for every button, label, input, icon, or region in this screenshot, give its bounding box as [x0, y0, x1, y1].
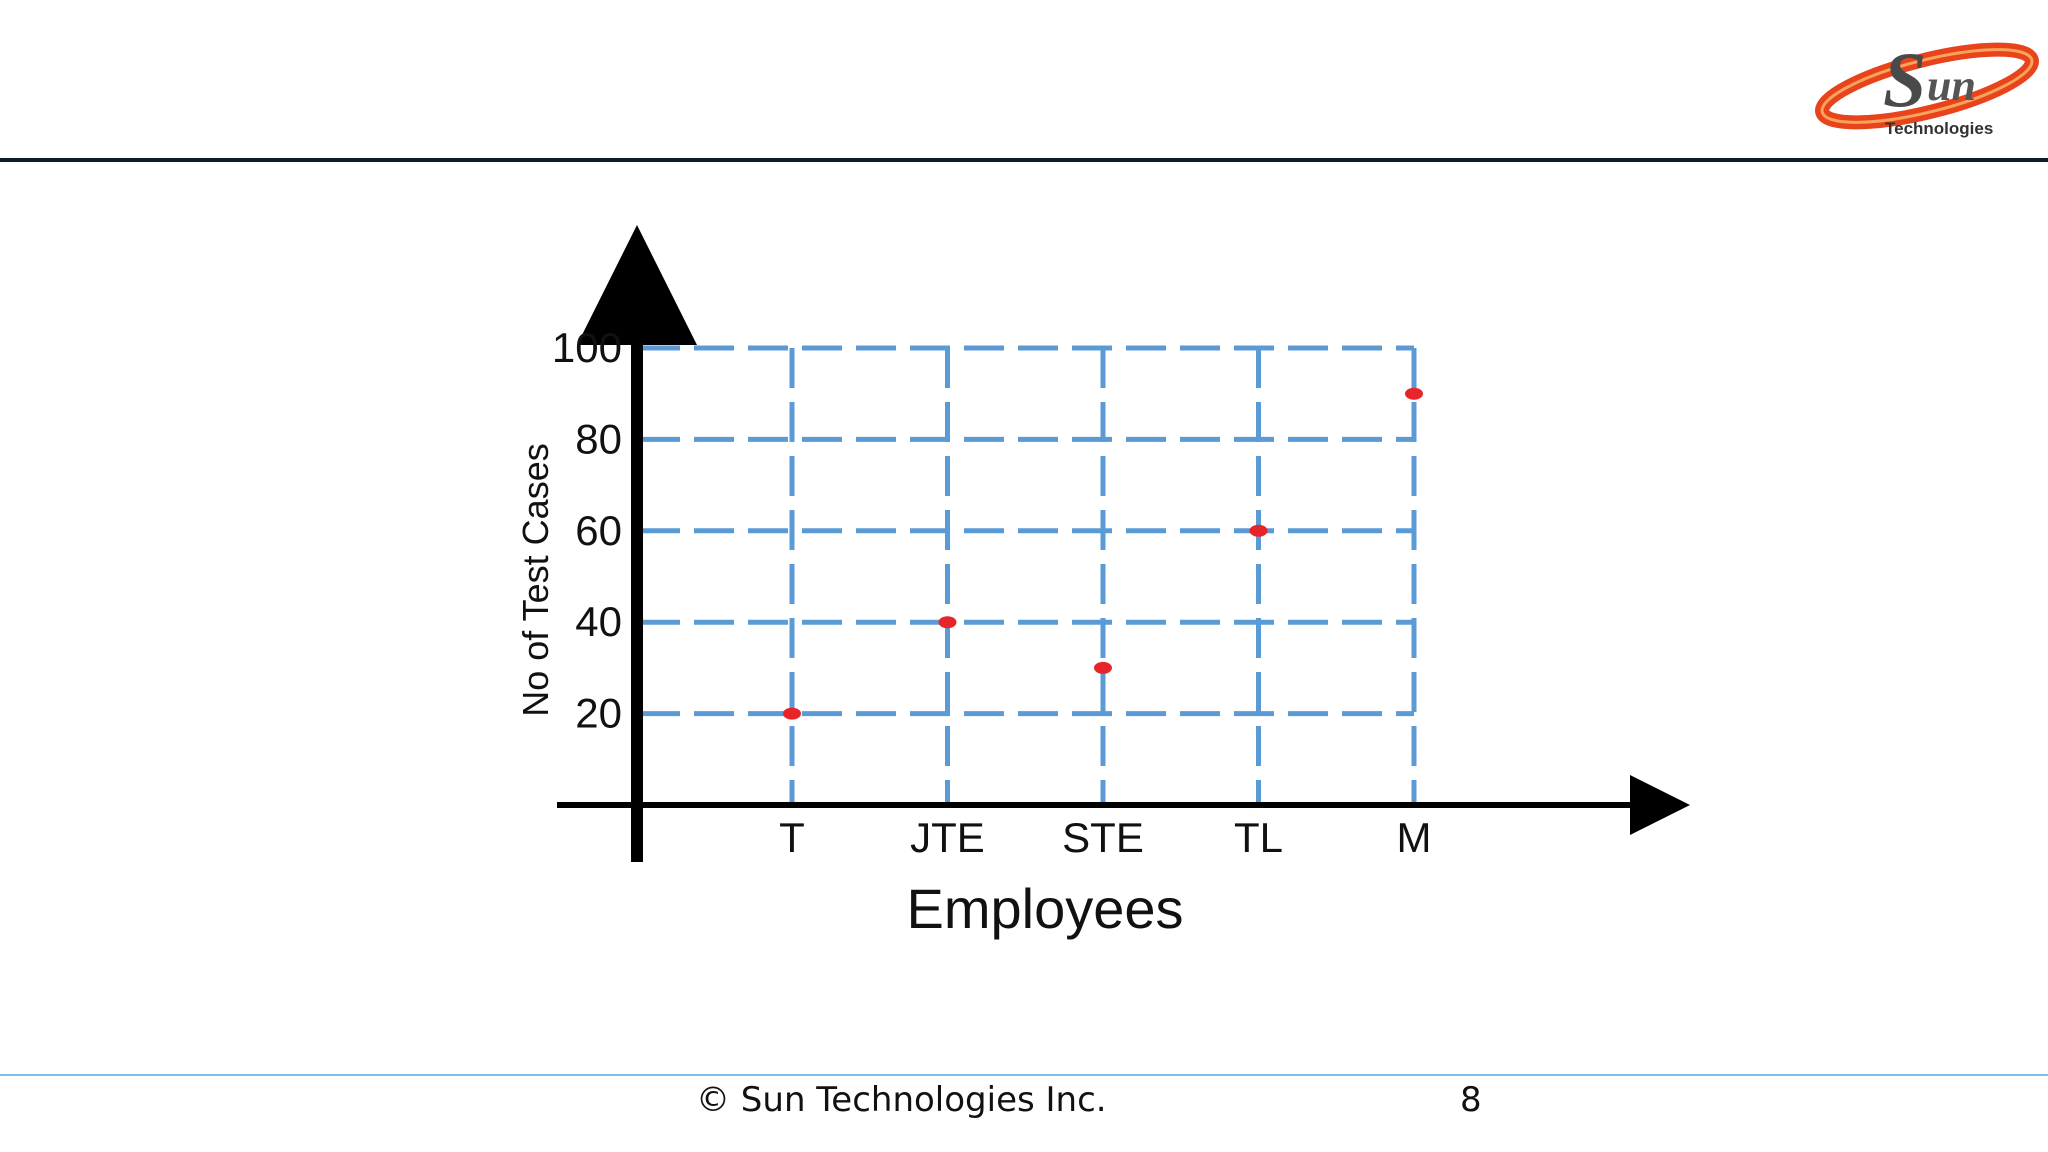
page-number: 8 — [1460, 1080, 1482, 1120]
x-axis-label: Employees — [906, 877, 1183, 940]
data-point-TL — [1249, 524, 1268, 537]
data-points — [783, 387, 1423, 720]
x-tick-label-STE: STE — [1062, 814, 1144, 861]
x-tick-label-M: M — [1397, 814, 1432, 861]
data-point-JTE — [938, 616, 957, 629]
x-tick-label-JTE: JTE — [910, 814, 985, 861]
logo-sun-letters: S — [1883, 36, 1926, 123]
y-tick-label-80: 80 — [575, 415, 622, 462]
footer-rule — [0, 1074, 2048, 1076]
y-tick-labels: 20 40 60 80 100 — [552, 324, 622, 737]
y-tick-label-60: 60 — [575, 507, 622, 554]
header-rule — [0, 158, 2048, 162]
y-tick-label-100: 100 — [552, 324, 622, 371]
logo-sun-letters-small: un — [1927, 61, 1976, 110]
footer-copyright: © Sun Technologies Inc. — [696, 1080, 1107, 1120]
y-tick-label-20: 20 — [575, 690, 622, 737]
logo-ring — [1815, 42, 2039, 130]
grid-lines — [640, 345, 1417, 805]
data-point-T — [783, 707, 801, 720]
y-tick-label-40: 40 — [575, 598, 622, 645]
logo-text: Technologies — [1885, 119, 1993, 138]
x-tick-labels: T JTE STE TL M — [779, 814, 1431, 861]
data-point-M — [1405, 387, 1423, 400]
x-tick-label-TL: TL — [1234, 814, 1283, 861]
sun-technologies-logo: S un Technologies — [1815, 36, 2039, 138]
y-axis-label: No of Test Cases — [515, 443, 556, 716]
x-tick-label-T: T — [779, 814, 805, 861]
data-point-STE — [1094, 661, 1112, 674]
